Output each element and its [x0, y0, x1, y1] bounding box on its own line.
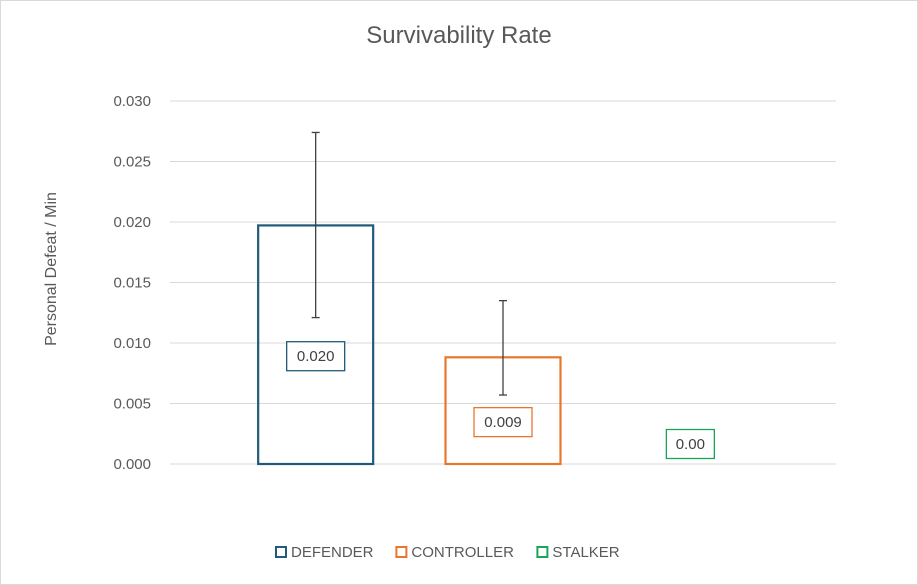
legend-label-stalker: STALKER — [552, 544, 619, 561]
legend-label-defender: DEFENDER — [291, 544, 374, 561]
legend-swatch-defender — [275, 546, 287, 558]
legend: DEFENDER CONTROLLER STALKER — [275, 544, 620, 561]
data-label-box — [665, 428, 715, 460]
data-label-stalker: 0.00 — [676, 436, 705, 453]
data-label-defender: 0.020 — [297, 348, 335, 365]
legend-swatch-controller — [395, 546, 408, 558]
chart-title: Survivability Rate — [366, 22, 551, 49]
legend-swatch-stalker — [536, 546, 549, 558]
y-tick-label: 0.020 — [113, 214, 151, 231]
y-axis-title: Personal Defeat / Min — [43, 192, 60, 346]
y-tick-label: 0.015 — [113, 275, 151, 292]
data-labels: 0.020 0.009 0.00 — [286, 341, 715, 460]
y-tick-label: 0.030 — [113, 93, 151, 110]
y-tick-labels: 0.000 0.005 0.010 0.015 0.020 0.025 0.030 — [113, 93, 151, 473]
data-label-controller: 0.009 — [484, 414, 522, 431]
y-tick-label: 0.000 — [113, 456, 151, 473]
y-tick-label: 0.010 — [113, 335, 151, 352]
data-label-box — [473, 407, 533, 438]
y-tick-label: 0.005 — [113, 396, 151, 413]
y-tick-label: 0.025 — [113, 154, 151, 171]
data-label-box — [286, 341, 346, 372]
legend-label-controller: CONTROLLER — [411, 544, 514, 561]
error-bars — [311, 131, 507, 396]
